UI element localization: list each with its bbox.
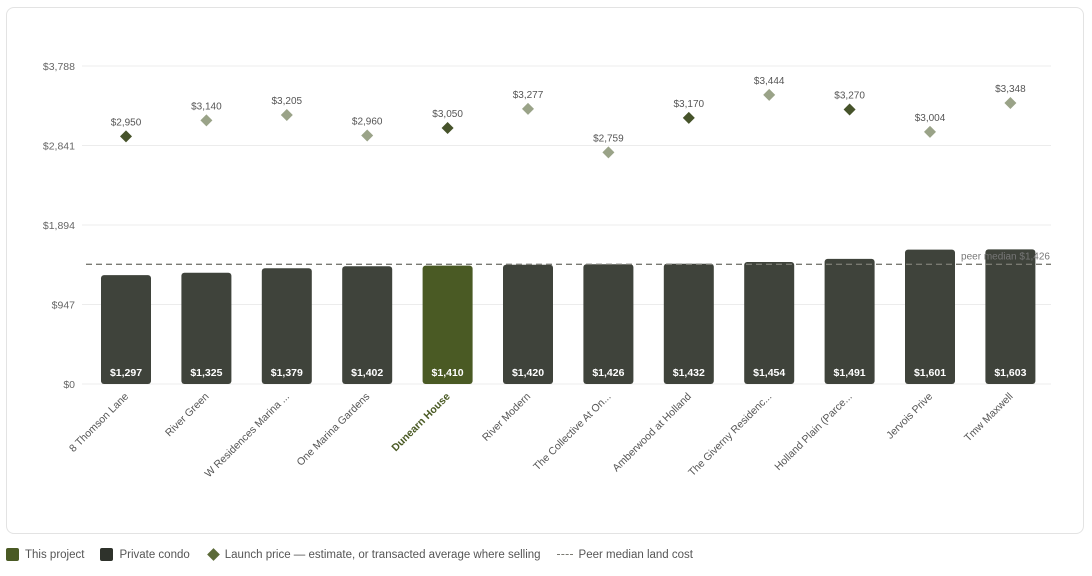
bar-value-label: $1,491 xyxy=(834,367,866,379)
dashed-line-icon xyxy=(556,554,573,555)
bar xyxy=(663,263,714,384)
y-tick-label: $947 xyxy=(52,300,76,312)
bar xyxy=(824,258,875,384)
launch-price-point xyxy=(120,130,132,143)
launch-price-label: $3,444 xyxy=(754,76,785,87)
launch-price-point xyxy=(522,102,534,115)
x-tick-label: 8 Thomson Lane xyxy=(67,391,131,455)
this-project-swatch xyxy=(6,548,19,561)
y-tick-label: $1,894 xyxy=(43,220,75,232)
launch-price-point xyxy=(924,125,936,138)
bar-value-label: $1,601 xyxy=(914,367,946,379)
launch-price-label: $3,277 xyxy=(513,90,544,101)
x-tick-label: Amberwood at Holland xyxy=(610,391,694,475)
x-tick-label: Holland Plain (Parce... xyxy=(772,391,854,473)
launch-price-point xyxy=(602,146,615,159)
bar xyxy=(422,265,473,384)
legend-private-condo[interactable]: Private condo xyxy=(100,548,190,561)
launch-price-label: $3,270 xyxy=(834,90,865,101)
launch-price-label: $2,759 xyxy=(593,133,624,144)
reference-line-label: peer median $1,426 xyxy=(961,251,1050,262)
launch-price-label: $3,004 xyxy=(915,113,946,124)
bar xyxy=(101,275,151,384)
bar-value-label: $1,402 xyxy=(351,367,383,379)
y-axis: $0 $947 $1,894 $2,841 $3,788 xyxy=(43,61,75,391)
launch-price-point xyxy=(843,103,856,116)
launch-price-label: $3,050 xyxy=(432,109,463,120)
launch-price-point xyxy=(361,129,374,142)
launch-price-label: $2,950 xyxy=(111,117,142,128)
bar-value-label: $1,379 xyxy=(271,367,303,379)
bar xyxy=(503,264,553,384)
x-tick-label: The Giverny Residenc... xyxy=(686,391,774,479)
launch-price-label: $2,960 xyxy=(352,117,383,128)
y-tick-label: $0 xyxy=(63,379,75,391)
launch-price-point xyxy=(763,88,776,101)
bar-value-label: $1,454 xyxy=(753,367,785,379)
launch-price-point xyxy=(200,114,213,127)
bar xyxy=(342,266,393,384)
legend-launch-price[interactable]: Launch price — estimate, or transacted a… xyxy=(206,548,541,561)
bar-value-label: $1,426 xyxy=(592,367,624,379)
launch-price-point xyxy=(1004,96,1017,109)
legend-label-this-project: This project xyxy=(25,548,85,561)
x-tick-label: Tmw Maxwell xyxy=(962,391,1015,444)
launch-price-series: $2,950 $3,140 $3,205 $2,960 $3,050 $3,277 $2,7… xyxy=(111,76,1026,159)
legend-this-project[interactable]: This project xyxy=(6,548,84,561)
legend-label-launch-price: Launch price — estimate, or transacted a… xyxy=(224,548,541,561)
launch-price-label: $3,348 xyxy=(995,84,1026,95)
diamond-icon xyxy=(206,548,220,561)
legend-label-private-condo: Private condo xyxy=(119,548,190,561)
price-comparison-chart: $0$947$1,894$2,841$3,788 $1,297 $1,325 $1,… xyxy=(43,61,1051,480)
y-tick-label: $2,841 xyxy=(43,141,75,153)
bar xyxy=(181,272,232,384)
bar xyxy=(905,249,955,384)
bar-value-label: $1,410 xyxy=(432,367,464,379)
x-tick-label: The Collective At On... xyxy=(531,391,613,473)
reference-line-group: peer median $1,426 xyxy=(86,251,1051,265)
bar-value-label: $1,603 xyxy=(994,367,1026,379)
bar xyxy=(985,249,1036,384)
legend: This project Private condo Launch price … xyxy=(6,548,709,561)
bar xyxy=(744,261,795,384)
launch-price-point xyxy=(280,108,293,121)
y-tick-label: $3,788 xyxy=(43,61,75,73)
launch-price-label: $3,205 xyxy=(272,96,303,107)
x-tick-label: River Green xyxy=(163,391,212,440)
bar-value-label: $1,297 xyxy=(110,367,142,379)
private-condo-swatch xyxy=(100,548,114,561)
launch-price-label: $3,170 xyxy=(674,99,705,110)
legend-peer-median[interactable]: Peer median land cost xyxy=(556,548,693,561)
bar-value-label: $1,325 xyxy=(190,367,222,379)
launch-price-point xyxy=(682,111,695,124)
x-tick-label: Jervois Prive xyxy=(884,391,935,442)
x-tick-label: River Modern xyxy=(480,391,533,444)
x-tick-label: W Residences Marina ... xyxy=(203,391,292,480)
legend-label-peer-median: Peer median land cost xyxy=(578,548,693,561)
x-tick-label: One Marina Gardens xyxy=(294,391,372,469)
bar-series: $1,297 $1,325 $1,379 $1,402 $1,410 $1,420 $1,4… xyxy=(101,249,1036,384)
bar-value-label: $1,420 xyxy=(512,367,544,379)
launch-price-point xyxy=(441,121,454,134)
launch-price-label: $3,140 xyxy=(191,101,222,112)
bar-value-label: $1,432 xyxy=(673,367,705,379)
grid-lines xyxy=(82,65,1051,385)
bar xyxy=(261,268,312,384)
bar xyxy=(583,264,634,384)
x-tick-label: Dunearn House xyxy=(389,391,452,454)
